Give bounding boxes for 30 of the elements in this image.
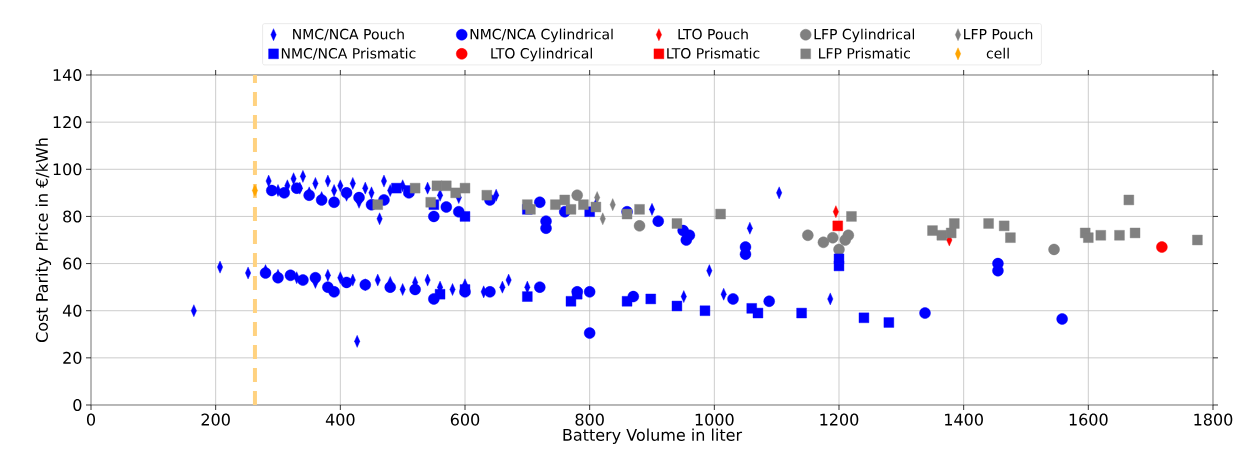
x-tick-label: 400 bbox=[325, 413, 355, 426]
legend-label: LFP Prismatic bbox=[819, 47, 910, 59]
x-tick-label: 200 bbox=[201, 413, 230, 426]
y-tick-label: 80 bbox=[63, 210, 82, 223]
y-tick-label: 100 bbox=[53, 163, 82, 176]
y-tick-label: 120 bbox=[53, 116, 82, 129]
y-tick-label: 20 bbox=[63, 351, 82, 364]
x-axis-title: Battery Volume in liter bbox=[563, 428, 743, 444]
x-tick-label: 1400 bbox=[945, 413, 983, 426]
y-tick-label: 0 bbox=[73, 398, 82, 412]
legend-label: NMC/NCA Pouch bbox=[293, 28, 404, 41]
legend-label: LTO Prismatic bbox=[667, 47, 760, 59]
x-tick-label: 1200 bbox=[820, 413, 859, 426]
x-tick-label: 600 bbox=[450, 413, 480, 426]
y-tick-label: 140 bbox=[53, 68, 82, 82]
legend-label: cell bbox=[986, 47, 1009, 59]
legend-label: LTO Pouch bbox=[678, 28, 748, 40]
x-tick-label: 1800 bbox=[1194, 413, 1233, 426]
legend-label: LFP Cylindrical bbox=[814, 28, 915, 43]
x-tick-label: 0 bbox=[86, 413, 96, 426]
y-tick-label: 60 bbox=[63, 257, 82, 270]
y-tick-label: 40 bbox=[62, 304, 82, 317]
legend-label: LFP Pouch bbox=[964, 28, 1033, 40]
legend-label: NMC/NCA Cylindrical bbox=[470, 28, 613, 43]
y-axis-title: Cost Parity Price in €/kWh bbox=[35, 138, 52, 343]
x-tick-label: 1000 bbox=[695, 413, 734, 426]
x-tick-label: 1600 bbox=[1069, 413, 1108, 426]
legend-label: LTO Cylindrical bbox=[491, 47, 592, 62]
legend-label: NMC/NCA Prismatic bbox=[281, 47, 416, 60]
x-tick-label: 800 bbox=[575, 413, 604, 426]
